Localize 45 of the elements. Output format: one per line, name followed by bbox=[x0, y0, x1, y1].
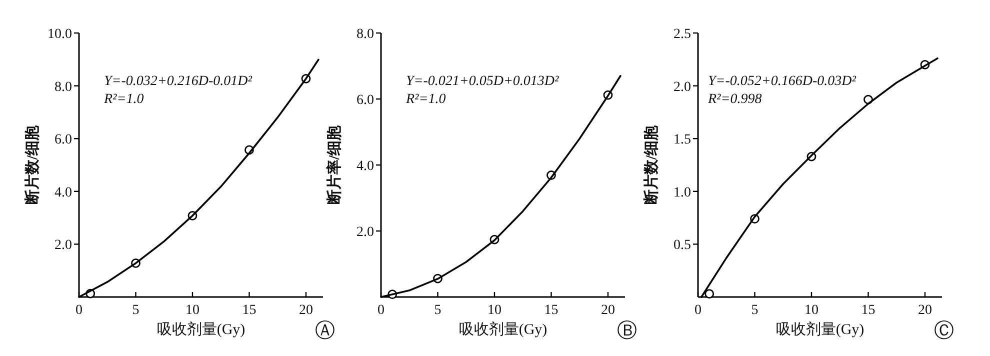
x-axis-title: 吸收剂量(Gy) bbox=[156, 321, 246, 338]
y-tick-label: 10.0 bbox=[48, 27, 72, 42]
x-tick-label: 15 bbox=[242, 303, 256, 318]
x-tick-label: 5 bbox=[434, 303, 442, 318]
y-tick-label: 6.0 bbox=[356, 93, 374, 108]
y-tick-label: 1.5 bbox=[674, 132, 691, 148]
x-axis-title: 吸收剂量(Gy) bbox=[458, 321, 548, 338]
x-tick-label: 10 bbox=[804, 303, 818, 318]
annotation: R²=0.998 bbox=[707, 92, 762, 107]
x-tick-label: 20 bbox=[298, 303, 313, 318]
y-tick-label: 8.0 bbox=[54, 80, 72, 95]
x-tick-label: 15 bbox=[861, 303, 876, 318]
text: Ⓒ bbox=[934, 320, 954, 342]
y-tick-label: 4.0 bbox=[54, 185, 72, 200]
x-axis-title: 吸收剂量(Gy) bbox=[776, 321, 864, 338]
text: Ⓑ bbox=[617, 320, 637, 342]
y-axis-title: 断片数/细胞 bbox=[24, 124, 41, 205]
x-tick-label: 15 bbox=[544, 303, 558, 318]
annotation: Y=-0.021+0.05D+0.013D² bbox=[406, 74, 560, 89]
x-tick-label: 0 bbox=[694, 303, 702, 318]
annotation: R²=1.0 bbox=[103, 92, 144, 107]
x-tick-label: 20 bbox=[600, 303, 615, 318]
annotation: R²=1.0 bbox=[405, 92, 446, 107]
point bbox=[704, 289, 714, 299]
x-tick-label: 20 bbox=[918, 303, 932, 318]
text: Ⓐ bbox=[315, 320, 335, 342]
y-tick-label: 2.5 bbox=[674, 27, 691, 42]
x-tick-label: 5 bbox=[751, 303, 758, 318]
y-tick-label: 2.0 bbox=[54, 238, 72, 254]
x-tick-label: 10 bbox=[185, 303, 200, 318]
x-tick-label: 0 bbox=[378, 303, 384, 318]
y-axis-title: 断片率/细胞 bbox=[325, 124, 343, 205]
x-tick-label: 0 bbox=[76, 303, 82, 318]
x-tick-label: 5 bbox=[132, 303, 140, 318]
annotation: Y=-0.032+0.216D-0.01D² bbox=[104, 74, 253, 89]
x-tick-label: 10 bbox=[487, 303, 502, 318]
y-tick-label: 2.0 bbox=[674, 80, 691, 95]
y-tick-label: 8.0 bbox=[356, 27, 374, 42]
y-tick-label: 1.0 bbox=[674, 185, 691, 200]
y-tick-label: 4.0 bbox=[356, 159, 374, 174]
y-tick-label: 0.5 bbox=[674, 238, 691, 254]
y-tick-label: 6.0 bbox=[54, 132, 72, 148]
y-axis-title: 断片数/细胞 bbox=[643, 124, 660, 205]
y-tick-label: 2.0 bbox=[356, 225, 374, 240]
annotation: Y=-0.052+0.166D-0.03D² bbox=[708, 74, 857, 89]
